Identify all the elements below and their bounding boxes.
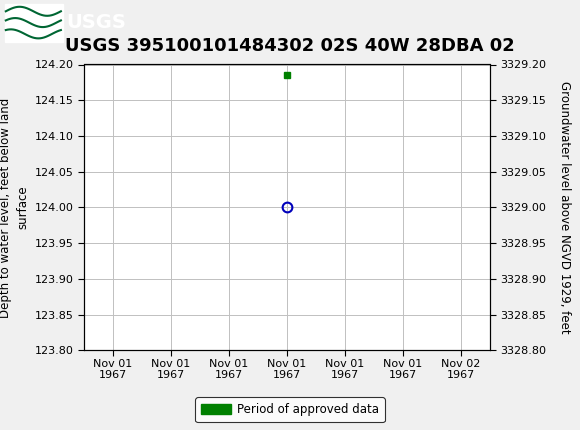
Text: USGS: USGS (67, 13, 126, 32)
Y-axis label: Depth to water level, feet below land
surface: Depth to water level, feet below land su… (0, 97, 29, 318)
Legend: Period of approved data: Period of approved data (195, 397, 385, 422)
Y-axis label: Groundwater level above NGVD 1929, feet: Groundwater level above NGVD 1929, feet (557, 81, 571, 334)
Bar (5, 3, 63, 42)
Text: USGS 395100101484302 02S 40W 28DBA 02: USGS 395100101484302 02S 40W 28DBA 02 (65, 37, 515, 55)
